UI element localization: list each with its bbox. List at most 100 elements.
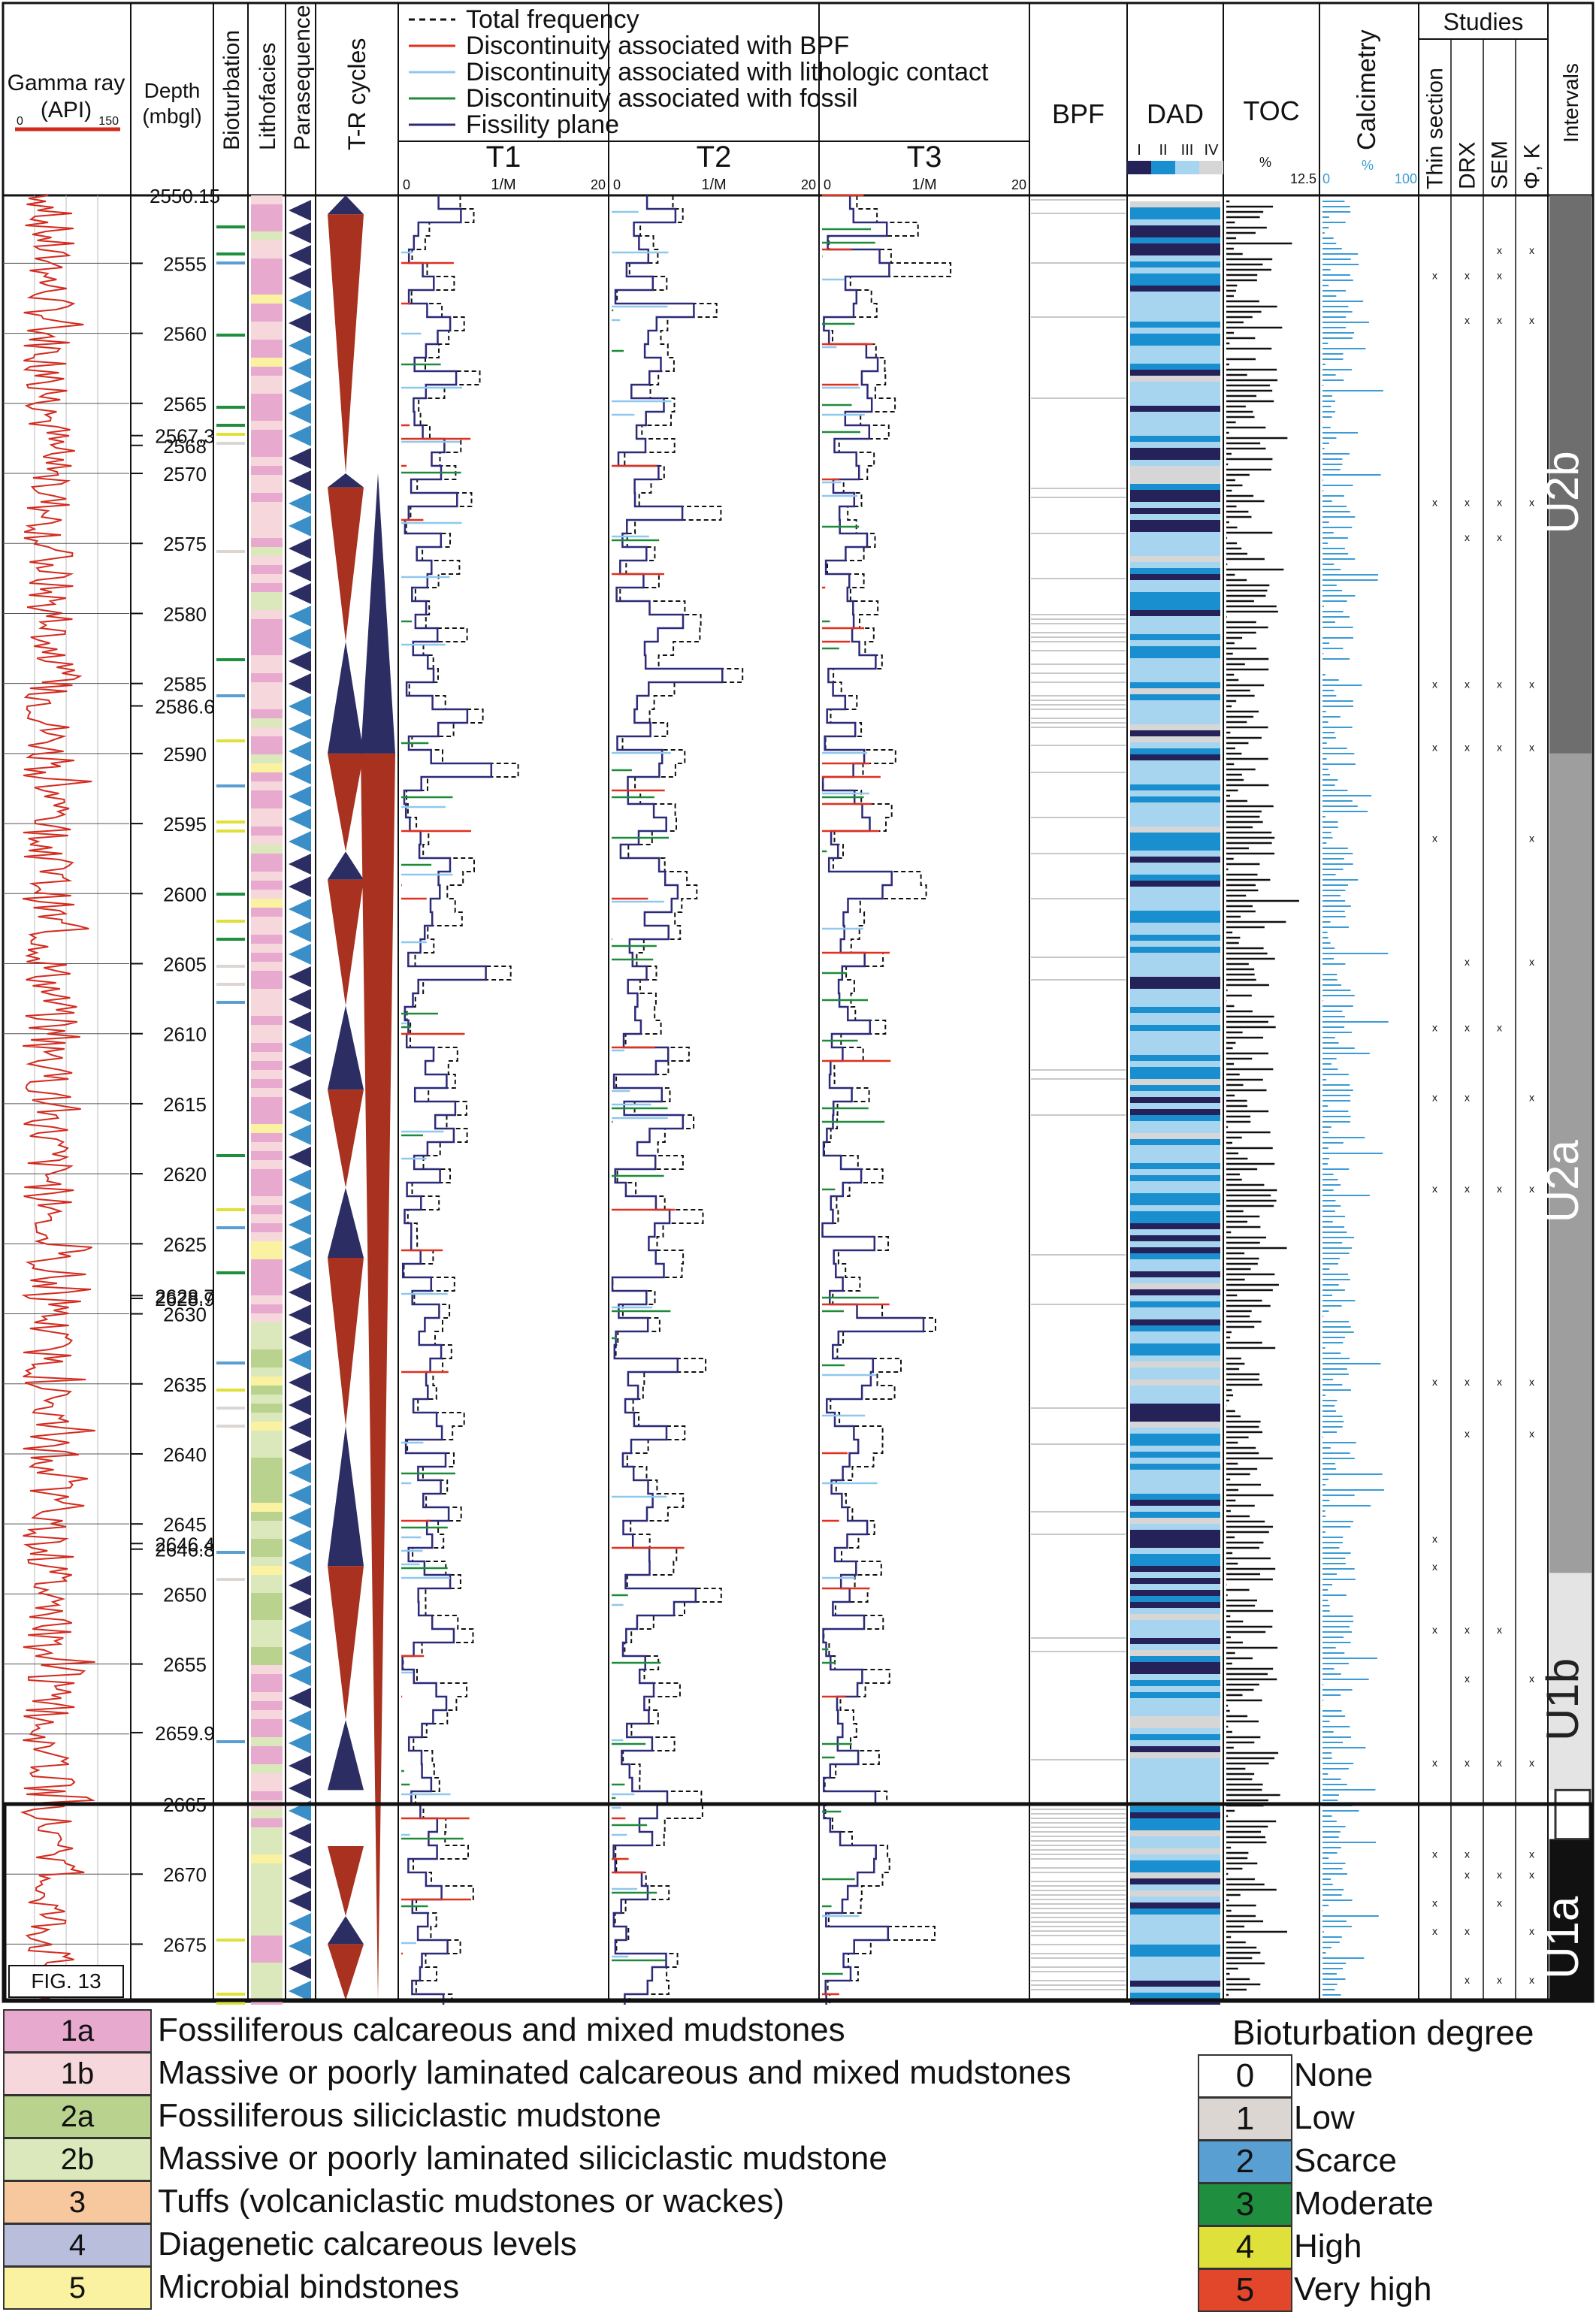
toc-header: TOC [1243, 95, 1299, 126]
fracture-track-title: T3 [907, 141, 942, 174]
bioturbation-band [216, 1993, 245, 1996]
parasequence-triangle [289, 1327, 311, 1348]
dad-band [1130, 1031, 1220, 1037]
parasequence-triangle [289, 1710, 311, 1731]
dad-band [1130, 1782, 1220, 1788]
dad-band [1130, 466, 1220, 472]
parasequence-triangle [289, 1733, 311, 1754]
parasequence-triangle [289, 1034, 311, 1055]
lithofacies-band [251, 1566, 283, 1575]
lithofacies-band [251, 1692, 283, 1701]
dad-band [1130, 1674, 1220, 1680]
lithofacies-band [251, 1728, 283, 1737]
dad-band [1130, 1933, 1220, 1939]
lithofacies-band [251, 1665, 283, 1674]
study-sample-marker: x [1432, 1533, 1437, 1545]
dad-band [1130, 808, 1220, 814]
dad-class-swatch [1175, 161, 1199, 174]
lithofacies-band [251, 1467, 283, 1476]
lithofacies-band [251, 1223, 283, 1232]
dad-band [1130, 959, 1220, 965]
study-sample-marker: x [1497, 1869, 1502, 1881]
dad-band [1130, 424, 1220, 430]
parasequence-header: Parasequence [290, 5, 315, 150]
study-sample-marker: x [1465, 1376, 1470, 1388]
dad-band [1130, 1524, 1220, 1530]
dad-band [1130, 544, 1220, 550]
bioturbation-band [216, 784, 245, 787]
bioturbation-band [216, 334, 245, 337]
study-sample-marker: x [1529, 1376, 1534, 1388]
parasequence-triangle [289, 1778, 311, 1799]
dad-band [1130, 784, 1220, 790]
dad-band [1130, 760, 1220, 766]
lithofacies-band [251, 917, 283, 926]
dad-band [1130, 580, 1220, 586]
tr-cycle-triangle [328, 487, 364, 642]
tr-cycle-triangle [328, 879, 364, 1006]
lithofacies-band [251, 556, 283, 565]
dad-band [1130, 255, 1220, 261]
dad-band [1130, 1758, 1220, 1764]
u1a-highlight-frame [2, 1802, 1594, 2002]
parasequence-triangle [289, 741, 311, 762]
lithofacies-band [251, 691, 283, 700]
lithofacies-band [251, 727, 283, 736]
dad-band [1130, 334, 1220, 340]
dad-band [1130, 941, 1220, 947]
parasequence-triangle [289, 335, 311, 356]
lithofacies-band [251, 493, 283, 502]
lithofacies-band [251, 213, 283, 222]
dad-band [1130, 1680, 1220, 1686]
figure-tag-box [8, 1965, 124, 1998]
dad-band [1130, 1494, 1220, 1500]
dad-band [1130, 748, 1220, 754]
study-sample-marker: x [1497, 496, 1502, 508]
dad-band [1130, 1313, 1220, 1319]
lithofacies-band [251, 295, 283, 304]
dad-band [1130, 929, 1220, 935]
bioturbation-legend-row: 3 Moderate [0, 2183, 1596, 2226]
bioturbation-legend-row: 2 Scarce [0, 2140, 1596, 2184]
bioturbation-band [216, 433, 245, 436]
dad-band [1130, 796, 1220, 802]
dad-band [1130, 881, 1220, 887]
dad-band [1130, 664, 1220, 670]
dad-band [1130, 1410, 1220, 1416]
dad-band [1130, 1055, 1220, 1061]
parasequence-triangle [289, 1485, 311, 1506]
study-sample-marker: x [1529, 1092, 1534, 1104]
lithofacies-band [251, 1827, 283, 1836]
lithofacies-band [251, 240, 283, 249]
dad-band [1130, 442, 1220, 448]
lithofacies-band [251, 412, 283, 421]
tr-cycle-triangle [328, 641, 364, 754]
fracture-fossil-discontinuity [612, 309, 671, 1962]
dad-band [1130, 1596, 1220, 1602]
lithofacies-band [251, 1963, 283, 1972]
dad-band [1130, 1866, 1220, 1872]
lithofacies-band [251, 1629, 283, 1638]
bioturbation-legend-label: High [1294, 2228, 1362, 2265]
lithofacies-band [251, 745, 283, 754]
lithofacies-band [251, 1052, 283, 1061]
dad-band [1130, 1836, 1220, 1842]
studies-header: Studies [1443, 8, 1524, 35]
lithofacies-legend-label: Fossiliferous siliciclastic mudstone [158, 2097, 661, 2134]
bioturbation-band [216, 424, 245, 427]
dad-band [1130, 863, 1220, 869]
dad-band [1130, 790, 1220, 796]
interval-label: U1b [1537, 1658, 1588, 1741]
dad-band [1130, 231, 1220, 237]
parasequence-triangle [289, 448, 311, 469]
dad-band [1130, 1061, 1220, 1067]
lithofacies-band [251, 1575, 283, 1584]
study-sample-marker: x [1432, 1183, 1437, 1195]
study-sample-marker: x [1465, 269, 1470, 281]
study-sample-marker: x [1465, 1848, 1470, 1860]
dad-band [1130, 1812, 1220, 1818]
dad-band [1130, 448, 1220, 454]
dad-band [1130, 1987, 1220, 1993]
lithofacies-band [251, 1115, 283, 1124]
lithofacies-band [251, 1178, 283, 1187]
